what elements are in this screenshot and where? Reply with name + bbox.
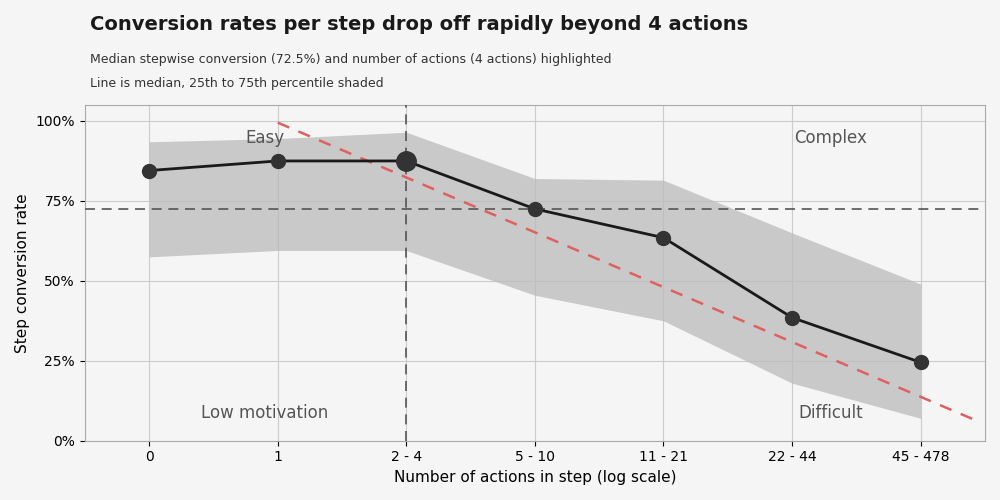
Text: Median stepwise conversion (72.5%) and number of actions (4 actions) highlighted: Median stepwise conversion (72.5%) and n… <box>90 52 612 66</box>
Text: Difficult: Difficult <box>798 404 863 421</box>
Text: Conversion rates per step drop off rapidly beyond 4 actions: Conversion rates per step drop off rapid… <box>90 15 748 34</box>
X-axis label: Number of actions in step (log scale): Number of actions in step (log scale) <box>394 470 676 485</box>
Text: Complex: Complex <box>794 129 867 147</box>
Y-axis label: Step conversion rate: Step conversion rate <box>15 193 30 352</box>
Text: Line is median, 25th to 75th percentile shaded: Line is median, 25th to 75th percentile … <box>90 78 384 90</box>
Text: Low motivation: Low motivation <box>201 404 328 421</box>
Text: Easy: Easy <box>245 129 284 147</box>
